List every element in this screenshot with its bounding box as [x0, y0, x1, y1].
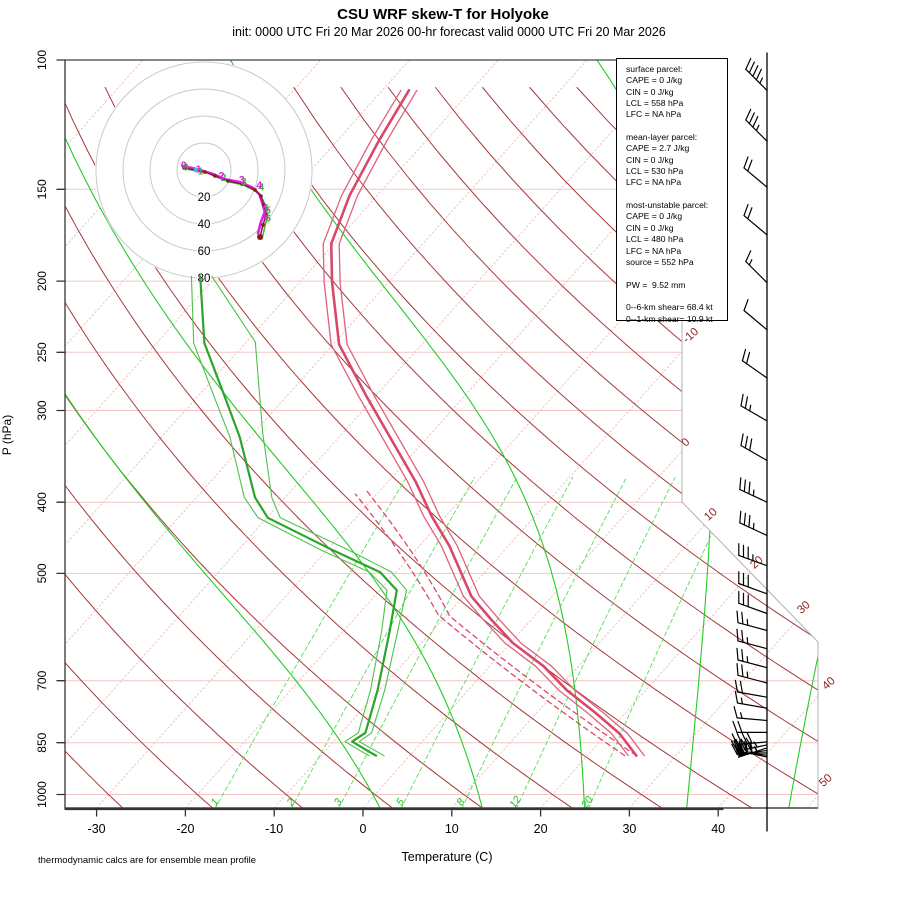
- hodo-km-label: 5: [265, 205, 271, 217]
- isotherm-label: 40: [820, 675, 838, 692]
- x-tick-label: 40: [711, 822, 725, 836]
- y-axis-label: P (hPa): [0, 414, 14, 456]
- hodo-km-label: 6: [265, 213, 271, 225]
- isotherm-label: -10: [681, 326, 701, 346]
- y-tick-label: 150: [35, 179, 49, 199]
- chart-subtitle: init: 0000 UTC Fri 20 Mar 2026 00-hr for…: [232, 25, 666, 39]
- dewpoint-trace: [190, 275, 408, 757]
- hodo-km-label: 2: [221, 172, 227, 184]
- x-tick-label: -10: [265, 822, 283, 836]
- isotherm-label: 50: [817, 772, 835, 789]
- chart-title: CSU WRF skew-T for Holyoke: [337, 6, 549, 23]
- y-tick-label: 850: [35, 732, 49, 752]
- hodo-km-label: 3: [241, 176, 247, 188]
- hodo-km-label: 5: [263, 203, 269, 215]
- parcel-info-box: surface parcel: CAPE = 0 J/kg CIN = 0 J/…: [616, 58, 728, 324]
- y-tick-label: 200: [35, 271, 49, 291]
- hodo-km-label: 1: [198, 165, 204, 177]
- mixing-ratio-label: 3: [332, 796, 345, 808]
- parcel-trace: [354, 490, 637, 757]
- hodo-ring-label: 60: [198, 246, 211, 258]
- hodo-km-label: 0: [181, 159, 187, 171]
- y-tick-label: 300: [35, 400, 49, 420]
- mixing-ratio-label: 5: [394, 796, 407, 808]
- x-tick-label: -20: [176, 822, 194, 836]
- hodo-ring-label: 40: [198, 219, 211, 231]
- isotherm-label: 30: [795, 599, 813, 616]
- y-tick-label: 700: [35, 670, 49, 690]
- mixing-ratio-label: 2: [284, 796, 298, 809]
- x-tick-label: 20: [534, 822, 548, 836]
- y-tick-label: 400: [35, 492, 49, 512]
- hodo-ring-label: 20: [198, 192, 211, 204]
- x-tick-label: 10: [445, 822, 459, 836]
- x-tick-label: 30: [622, 822, 636, 836]
- hodo-km-label: 3: [239, 174, 245, 186]
- x-axis-label: Temperature (C): [401, 850, 493, 864]
- hodo-km-label: 1: [196, 163, 202, 175]
- hodo-km-label: 6: [263, 211, 269, 223]
- y-tick-label: 100: [35, 50, 49, 70]
- wind-barbs: [730, 52, 768, 832]
- mixing-ratio-label: 1: [208, 796, 221, 808]
- hodo-km-label: 0: [183, 161, 189, 173]
- y-tick-label: 500: [35, 563, 49, 583]
- y-tick-label: 1000: [35, 781, 49, 808]
- hodo-km-label: 2: [219, 170, 225, 182]
- hodo-km-label: 4: [258, 182, 264, 194]
- sounding-traces: [190, 89, 645, 757]
- x-tick-label: 0: [360, 822, 367, 836]
- footnote: thermodynamic calcs are for ensemble mea…: [38, 855, 257, 866]
- temperature-trace: [322, 89, 645, 757]
- hodo-km-label: 4: [256, 180, 262, 192]
- x-tick-label: -30: [88, 822, 106, 836]
- axis-ticks: -30 -20 -10 0 10 20 30 401001502002503004005007…: [35, 50, 725, 836]
- mixing-ratio-label: 8: [454, 796, 467, 808]
- isotherm-label: 10: [702, 506, 720, 523]
- y-tick-label: 250: [35, 342, 49, 362]
- isotherm-label: 20: [748, 554, 766, 571]
